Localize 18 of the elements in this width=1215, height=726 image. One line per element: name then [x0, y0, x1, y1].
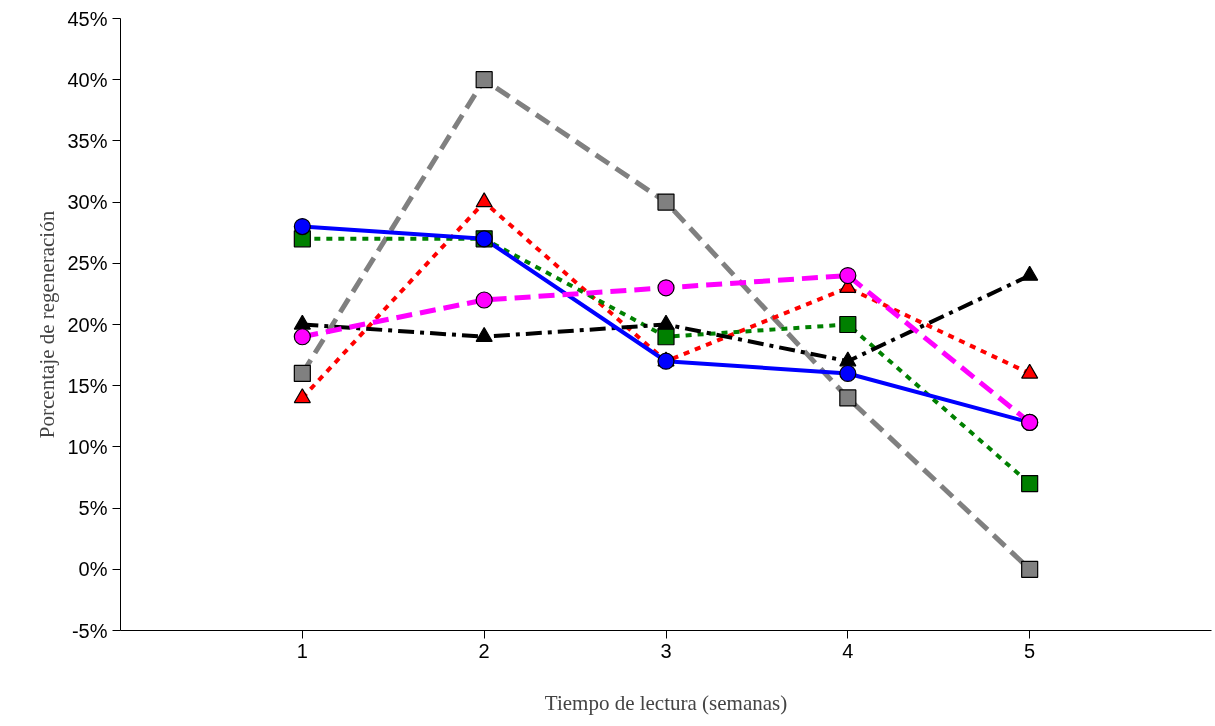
y-tick-label: 10%: [67, 435, 108, 458]
y-tick-label: 35%: [67, 129, 108, 152]
x-axis-title: Tiempo de lectura (semanas): [544, 690, 788, 715]
y-tick-label: 15%: [67, 374, 108, 397]
x-tick-label: 4: [842, 639, 854, 662]
y-tick-label: 30%: [67, 191, 108, 214]
y-tick-label: 0%: [78, 558, 108, 581]
y-tick-label: 25%: [67, 252, 108, 275]
x-tick-label: 1: [296, 639, 308, 662]
y-tick-label: 20%: [67, 313, 108, 336]
y-tick-label: -5%: [71, 619, 108, 642]
y-tick-label: 5%: [78, 497, 108, 520]
y-tick-label: 40%: [67, 68, 108, 91]
x-tick-label: 5: [1024, 639, 1036, 662]
y-axis-title: Porcentaje de regeneración: [35, 210, 60, 439]
x-tick-label: 2: [478, 639, 490, 662]
y-tick-label: 45%: [67, 7, 108, 30]
x-tick-label: 3: [660, 639, 672, 662]
